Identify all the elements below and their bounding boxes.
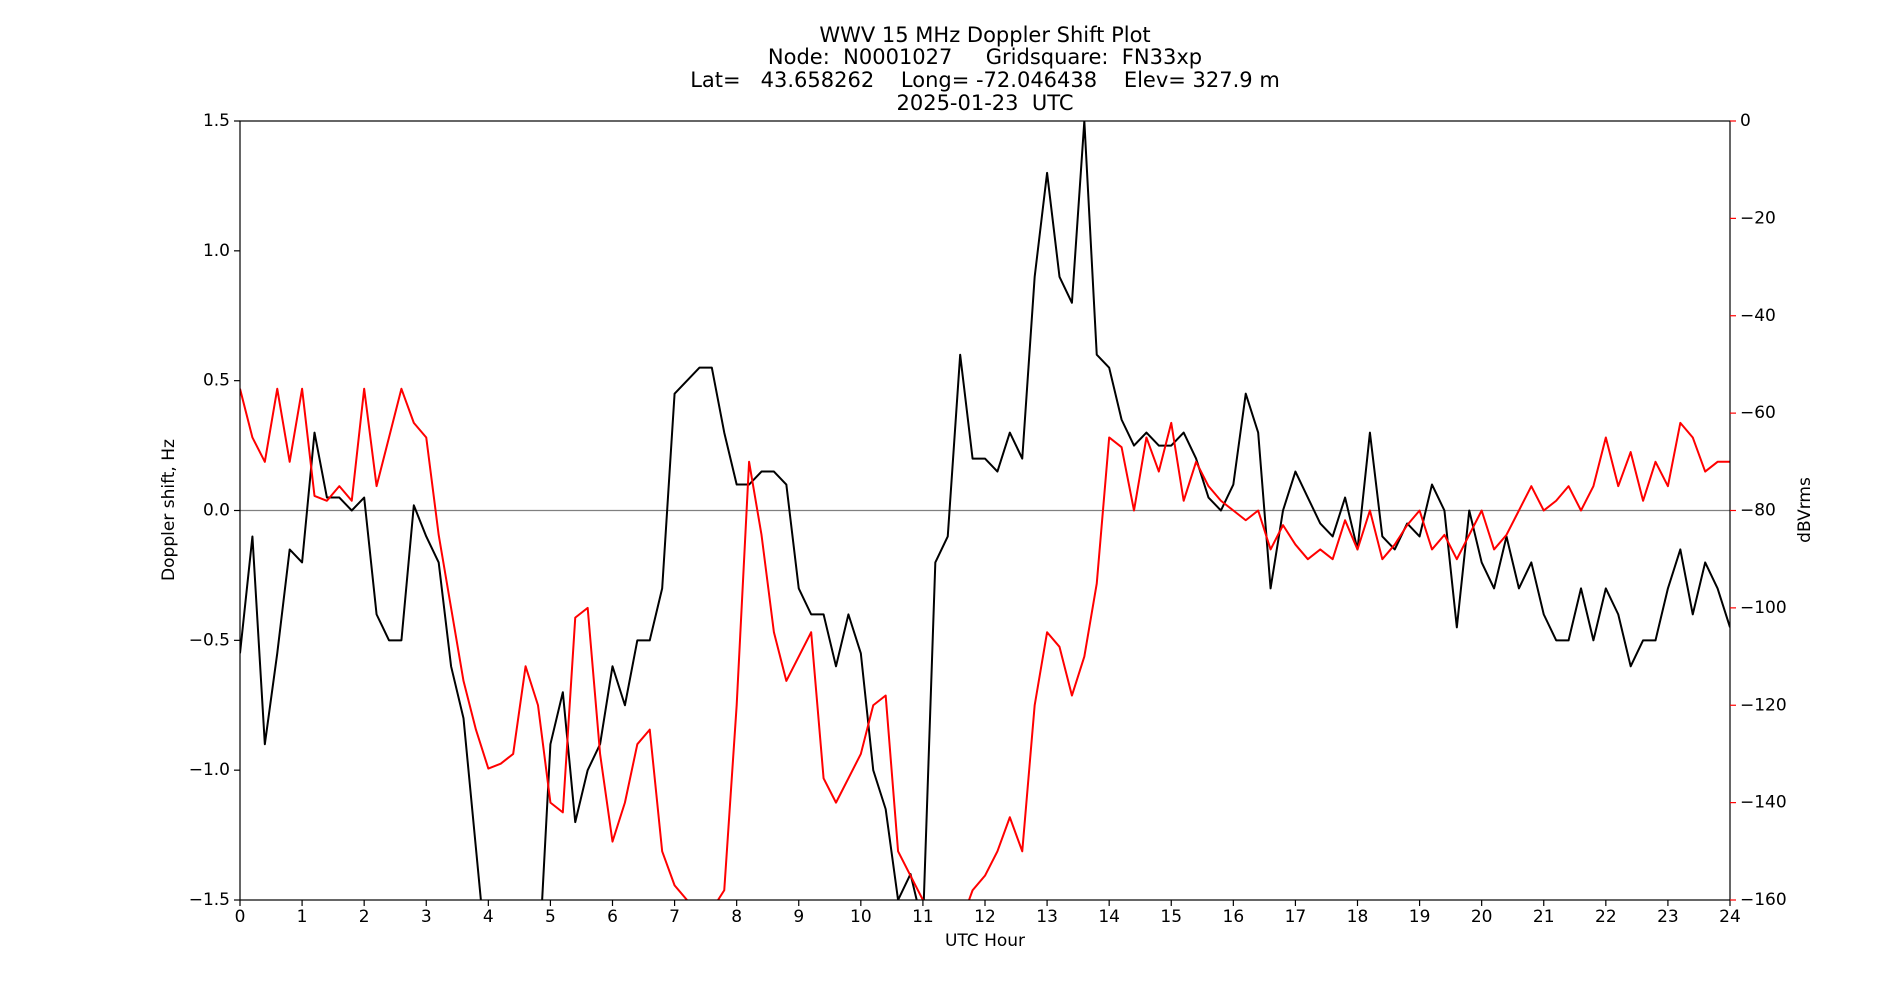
y2-tick-label: −160 bbox=[1740, 890, 1787, 910]
x-axis-label: UTC Hour bbox=[945, 931, 1025, 951]
x-tick-label: 15 bbox=[1160, 907, 1182, 927]
plot-area bbox=[240, 121, 1730, 900]
x-tick-label: 22 bbox=[1595, 907, 1617, 927]
data-line bbox=[240, 387, 1730, 900]
x-tick-label: 7 bbox=[669, 907, 680, 927]
x-tick-label: 0 bbox=[235, 907, 246, 927]
x-tick-label: 17 bbox=[1285, 907, 1307, 927]
y2-tick-label: −100 bbox=[1740, 598, 1787, 618]
data-line bbox=[240, 121, 1730, 900]
x-tick-label: 24 bbox=[1719, 907, 1741, 927]
x-tick-label: 13 bbox=[1036, 907, 1058, 927]
y-axis-label: Doppler shift, Hz bbox=[159, 439, 179, 581]
y2-tick-label: 0 bbox=[1740, 111, 1751, 131]
x-tick-label: 1 bbox=[297, 907, 308, 927]
x-tick-label: 9 bbox=[793, 907, 804, 927]
y2-tick-label: −40 bbox=[1740, 306, 1776, 326]
y2-tick-label: −60 bbox=[1740, 403, 1776, 423]
x-tick-label: 6 bbox=[607, 907, 618, 927]
x-tick-label: 10 bbox=[850, 907, 872, 927]
chart-title: WWV 15 MHz Doppler Shift Plot bbox=[819, 23, 1150, 47]
x-tick-label: 16 bbox=[1223, 907, 1245, 927]
y-tick-label: 1.0 bbox=[203, 241, 230, 261]
y2-tick-label: −80 bbox=[1740, 501, 1776, 521]
x-tick-label: 12 bbox=[974, 907, 996, 927]
x-tick-label: 21 bbox=[1533, 907, 1555, 927]
y-tick-label: 0.0 bbox=[203, 501, 230, 521]
y-tick-label: −1.0 bbox=[189, 760, 230, 780]
x-tick-label: 23 bbox=[1657, 907, 1679, 927]
chart-subtitle: Lat= 43.658262 Long= -72.046438 Elev= 32… bbox=[690, 68, 1280, 92]
x-tick-label: 8 bbox=[731, 907, 742, 927]
x-tick-label: 5 bbox=[545, 907, 556, 927]
x-tick-label: 19 bbox=[1409, 907, 1431, 927]
y2-tick-label: −140 bbox=[1740, 793, 1787, 813]
y-tick-label: 1.5 bbox=[203, 111, 230, 131]
x-tick-label: 4 bbox=[483, 907, 494, 927]
x-tick-label: 3 bbox=[421, 907, 432, 927]
y-tick-label: −0.5 bbox=[189, 630, 230, 650]
y2-axis-label: dBVrms bbox=[1795, 477, 1815, 543]
x-tick-label: 2 bbox=[359, 907, 370, 927]
y2-tick-label: −20 bbox=[1740, 208, 1776, 228]
x-tick-label: 14 bbox=[1098, 907, 1120, 927]
chart-subtitle: Node: N0001027 Gridsquare: FN33xp bbox=[768, 45, 1202, 69]
y2-tick-label: −120 bbox=[1740, 695, 1787, 715]
y-tick-label: 0.5 bbox=[203, 371, 230, 391]
x-tick-label: 18 bbox=[1347, 907, 1369, 927]
x-tick-label: 20 bbox=[1471, 907, 1493, 927]
x-tick-label: 11 bbox=[912, 907, 934, 927]
y-tick-label: −1.5 bbox=[189, 890, 230, 910]
chart-subtitle: 2025-01-23 UTC bbox=[896, 91, 1073, 115]
